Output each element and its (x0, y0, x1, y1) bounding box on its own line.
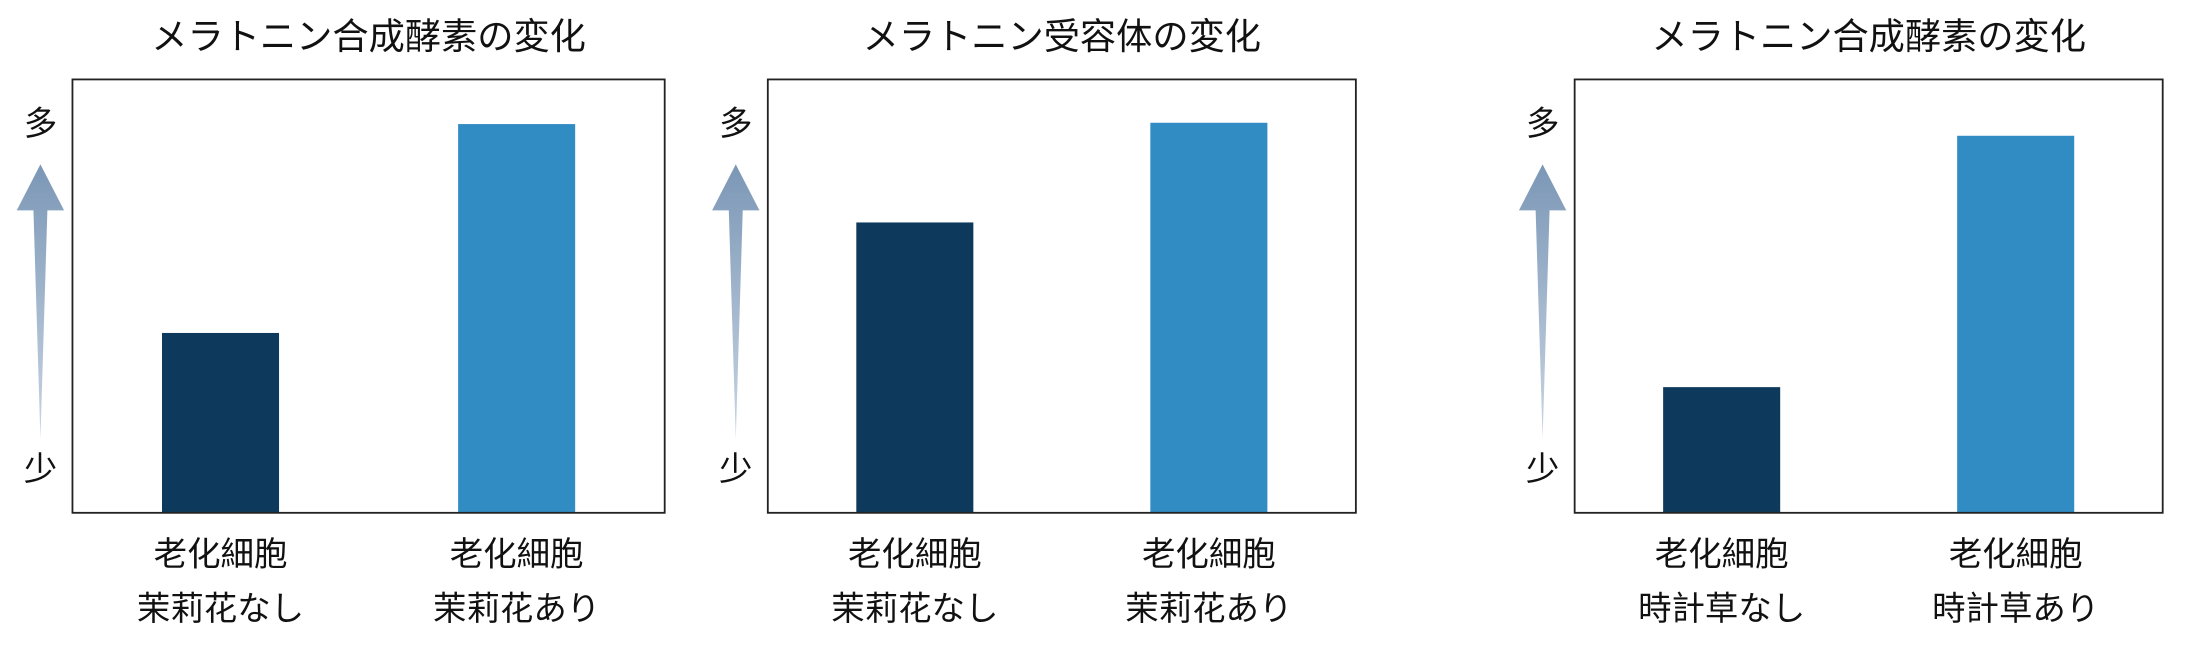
x-tick-label: 茉莉花なし (137, 589, 304, 628)
x-tick-label: 時計草なし (1638, 589, 1805, 628)
plot-frame (71, 78, 666, 514)
y-axis-label-top: 多 (24, 104, 57, 143)
y-axis-label-bottom: 少 (1526, 450, 1559, 489)
bar (1150, 122, 1268, 513)
chart-title: メラトニン合成酵素の変化 (151, 15, 586, 58)
chart-title: メラトニン合成酵素の変化 (1651, 15, 2086, 58)
x-tick-label: 老化細胞 (1949, 535, 2083, 574)
plot-frame (1573, 78, 2164, 514)
x-tick-label: 老化細胞 (450, 535, 584, 574)
y-axis-label-bottom: 少 (719, 450, 752, 489)
bar (1663, 387, 1781, 513)
bar (458, 124, 576, 513)
x-tick-label: 老化細胞 (1142, 535, 1276, 574)
bar (856, 222, 974, 513)
y-axis-label-top: 多 (1526, 104, 1559, 143)
x-tick-label: 老化細胞 (848, 535, 982, 574)
axis-arrow (16, 164, 65, 439)
x-tick-label: 時計草あり (1932, 589, 2099, 628)
axis-arrow (712, 164, 760, 439)
bar (161, 332, 280, 513)
chart-title: メラトニン受容体の変化 (863, 15, 1261, 58)
bar (1957, 135, 2075, 513)
plot-frame (766, 78, 1357, 514)
y-axis-label-bottom: 少 (24, 450, 57, 489)
x-tick-label: 老化細胞 (1655, 535, 1789, 574)
x-tick-label: 老化細胞 (154, 535, 288, 574)
x-tick-label: 茉莉花なし (831, 589, 998, 628)
axis-arrow (1518, 164, 1567, 439)
y-axis-label-top: 多 (719, 104, 752, 143)
x-tick-label: 茉莉花あり (433, 589, 600, 628)
x-tick-label: 茉莉花あり (1125, 589, 1292, 628)
